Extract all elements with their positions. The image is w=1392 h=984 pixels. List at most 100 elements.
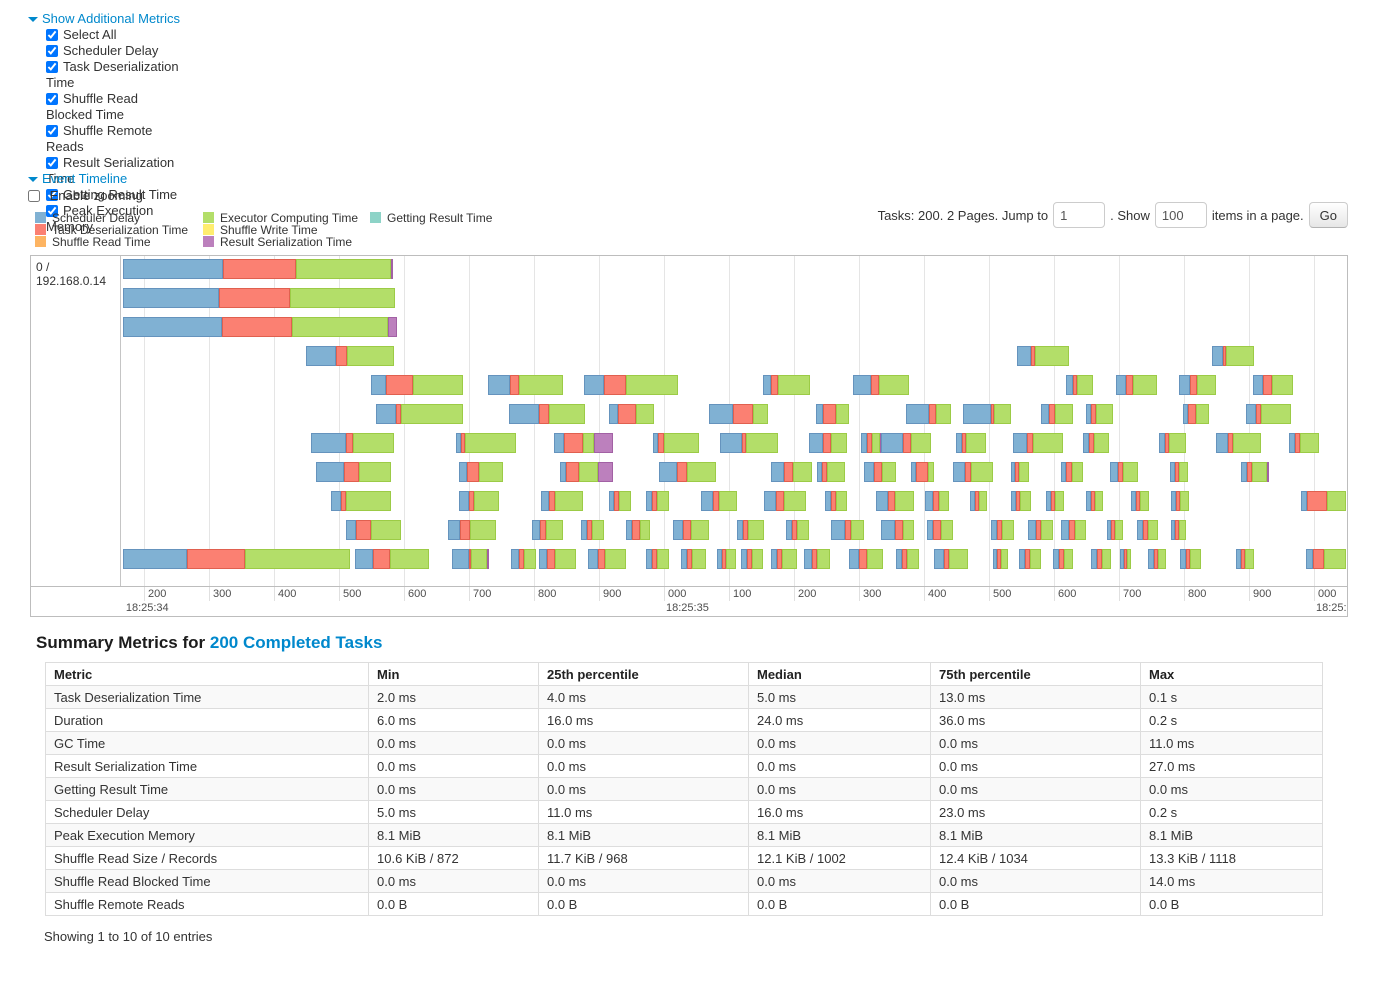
task-bar[interactable] <box>786 520 809 540</box>
task-bar[interactable] <box>990 520 1014 540</box>
task-bar[interactable] <box>1215 433 1262 453</box>
metric-checkbox-scheduler-delay[interactable] <box>46 45 58 57</box>
task-bar[interactable] <box>1130 491 1149 511</box>
task-bar[interactable] <box>448 520 496 540</box>
task-bar[interactable] <box>1306 549 1347 569</box>
task-bar[interactable] <box>1016 346 1069 366</box>
jump-to-page-input[interactable] <box>1053 202 1106 228</box>
task-bar[interactable] <box>554 433 613 453</box>
task-bar[interactable] <box>953 462 993 482</box>
task-bar[interactable] <box>580 520 604 540</box>
task-bar[interactable] <box>539 549 576 569</box>
task-bar[interactable] <box>1107 520 1123 540</box>
task-bar[interactable] <box>771 549 797 569</box>
task-bar[interactable] <box>925 491 949 511</box>
task-bar[interactable] <box>911 462 934 482</box>
task-bar[interactable] <box>608 404 655 424</box>
task-bar[interactable] <box>487 375 564 395</box>
task-bar[interactable] <box>1061 462 1084 482</box>
task-bar[interactable] <box>1083 433 1110 453</box>
metric-checkbox-task-deserialization-time[interactable] <box>46 61 58 73</box>
task-bar[interactable] <box>1085 404 1114 424</box>
task-bar[interactable] <box>658 462 716 482</box>
task-bar[interactable] <box>963 404 1012 424</box>
task-bar[interactable] <box>1018 549 1041 569</box>
task-bar[interactable] <box>849 549 884 569</box>
metric-checkbox-result-serialization-time[interactable] <box>46 157 58 169</box>
task-bar[interactable] <box>452 549 490 569</box>
task-bar[interactable] <box>509 404 585 424</box>
task-bar[interactable] <box>736 520 765 540</box>
task-bar[interactable] <box>1041 404 1073 424</box>
task-bar[interactable] <box>305 346 395 366</box>
task-bar[interactable] <box>123 259 393 279</box>
task-bar[interactable] <box>316 462 391 482</box>
task-bar[interactable] <box>970 491 988 511</box>
task-bar[interactable] <box>459 462 503 482</box>
task-bar[interactable] <box>1241 462 1269 482</box>
task-bar[interactable] <box>680 549 707 569</box>
task-bar[interactable] <box>1169 462 1188 482</box>
task-bar[interactable] <box>1091 549 1112 569</box>
enable-zooming-checkbox[interactable] <box>28 190 40 202</box>
items-per-page-input[interactable] <box>1154 202 1207 228</box>
task-bar[interactable] <box>1011 462 1029 482</box>
task-bar[interactable] <box>626 520 650 540</box>
task-bar[interactable] <box>771 462 812 482</box>
task-bar[interactable] <box>1109 462 1138 482</box>
metric-checkbox-peak-execution-memory[interactable] <box>46 205 58 217</box>
task-bar[interactable] <box>808 433 848 453</box>
task-bar[interactable] <box>905 404 951 424</box>
task-bar[interactable] <box>1011 491 1032 511</box>
task-bar[interactable] <box>346 520 401 540</box>
metric-checkbox-shuffle-read-blocked-time[interactable] <box>46 93 58 105</box>
task-bar[interactable] <box>1061 520 1087 540</box>
task-bar[interactable] <box>1148 549 1166 569</box>
task-bar[interactable] <box>1182 404 1209 424</box>
task-bar[interactable] <box>1085 491 1103 511</box>
task-bar[interactable] <box>1178 375 1216 395</box>
task-bar[interactable] <box>652 433 700 453</box>
task-bar[interactable] <box>511 549 536 569</box>
task-bar[interactable] <box>740 549 764 569</box>
task-bar[interactable] <box>1028 520 1053 540</box>
task-bar[interactable] <box>1159 433 1186 453</box>
task-bar[interactable] <box>1171 520 1186 540</box>
task-bar[interactable] <box>719 433 778 453</box>
task-bar[interactable] <box>1052 549 1073 569</box>
task-bar[interactable] <box>875 491 914 511</box>
task-bar[interactable] <box>123 288 395 308</box>
task-bar[interactable] <box>376 404 464 424</box>
task-bar[interactable] <box>456 433 516 453</box>
timeline-plot-area[interactable] <box>121 256 1348 586</box>
metric-checkbox-getting-result-time[interactable] <box>46 189 58 201</box>
task-bar[interactable] <box>701 491 738 511</box>
task-bar[interactable] <box>1046 491 1065 511</box>
task-bar[interactable] <box>645 549 669 569</box>
task-bar[interactable] <box>825 491 848 511</box>
task-bar[interactable] <box>1245 404 1291 424</box>
task-bar[interactable] <box>708 404 768 424</box>
task-bar[interactable] <box>1065 375 1093 395</box>
task-bar[interactable] <box>355 549 430 569</box>
task-bar[interactable] <box>123 317 398 337</box>
task-bar[interactable] <box>1137 520 1158 540</box>
task-bar[interactable] <box>717 549 737 569</box>
task-bar[interactable] <box>1115 375 1158 395</box>
task-bar[interactable] <box>831 520 865 540</box>
metric-checkbox-select-all[interactable] <box>46 29 58 41</box>
task-bar[interactable] <box>764 491 806 511</box>
task-bar[interactable] <box>881 433 932 453</box>
task-bar[interactable] <box>673 520 709 540</box>
task-bar[interactable] <box>331 491 391 511</box>
task-bar[interactable] <box>1252 375 1293 395</box>
task-bar[interactable] <box>532 520 563 540</box>
task-bar[interactable] <box>587 549 626 569</box>
task-bar[interactable] <box>1289 433 1319 453</box>
task-bar[interactable] <box>311 433 395 453</box>
task-bar[interactable] <box>816 404 850 424</box>
task-bar[interactable] <box>816 462 846 482</box>
task-bar[interactable] <box>927 520 953 540</box>
task-bar[interactable] <box>1301 491 1346 511</box>
task-bar[interactable] <box>608 491 631 511</box>
